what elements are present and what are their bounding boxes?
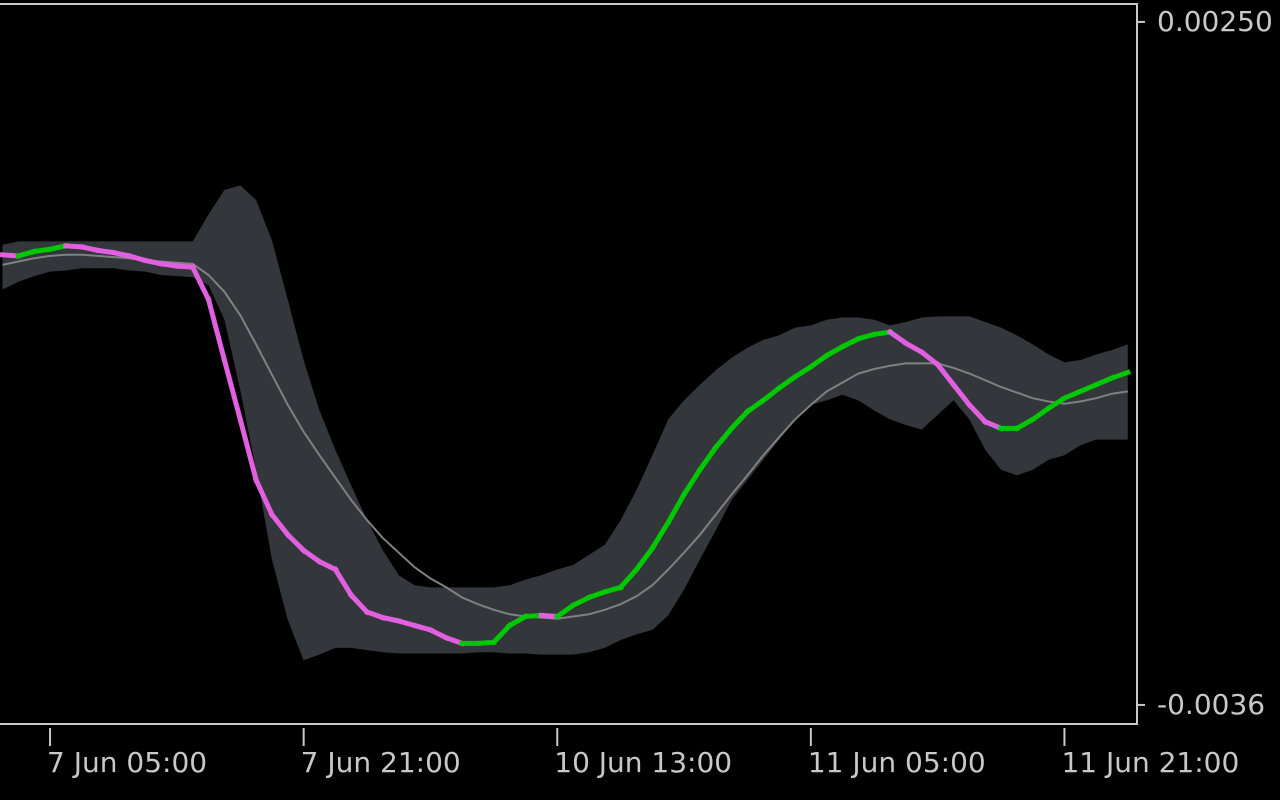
signal-segment [237,416,260,483]
signal-segment [839,335,862,350]
signal-segment [78,244,101,254]
x-tick-label: 10 Jun 13:00 [554,746,732,779]
signal-segment [569,594,593,609]
signal-segment [664,491,688,526]
signal-segment [522,612,545,620]
signal-segment [728,408,751,432]
signal-segment [743,396,767,416]
signal-segment [31,246,53,255]
signal-segment [110,249,133,259]
signal-segment [617,565,641,591]
signal-segment [284,531,308,554]
signal-segment [775,373,799,392]
x-tick-label: 11 Jun 21:00 [1061,746,1239,779]
signal-segment [379,614,402,624]
signal-segment [1029,404,1053,423]
signal-segment [1045,394,1068,412]
signal-segment [712,424,736,451]
signal-segment [696,443,720,474]
signal-segment [680,466,704,498]
signal-segment [648,519,672,552]
band-area [2,185,1128,661]
plot-frame [0,3,1138,725]
signal-segment [205,296,228,364]
signal-segment [363,608,387,621]
signal-segment [934,361,958,389]
y-tick-label: -0.0036 [1157,688,1265,721]
signal-segment [347,591,371,616]
signal-segment [553,601,577,620]
signal-segment [490,621,514,646]
signal-segment [791,363,815,381]
y-tick-label: 0.00250 [1157,5,1273,38]
signal-segment [759,384,783,404]
signal-segment [189,263,212,303]
signal-segment [15,248,38,260]
signal-segment [807,352,831,371]
signal-segment [126,252,149,264]
signal-segment [63,243,85,250]
signal-segment [965,401,989,426]
signal-segment [395,617,418,629]
signal-segment [443,634,466,647]
signal-segment [1108,369,1132,382]
signal-segment [268,511,292,539]
signal-segment [1061,388,1084,402]
plot-area [0,185,1132,661]
signal-segment [300,546,323,566]
signal-segment [585,588,608,601]
signal-segment [1092,374,1116,388]
signal-segment [331,566,355,599]
x-tick-label: 7 Jun 05:00 [47,746,207,779]
signal-segment [142,257,164,267]
signal-segment [411,622,434,634]
x-tick-label: 11 Jun 05:00 [808,746,986,779]
signal-segment [252,476,276,518]
signal-segment [886,328,910,347]
signal-segment [633,544,656,573]
signal-segment [855,331,878,342]
signal-segment [1077,381,1100,395]
signal-segment [94,247,117,256]
signal-segment [949,381,973,409]
signal-segment [47,242,69,253]
signal-segment [1013,416,1037,432]
signal-segment [918,348,942,369]
signal-segment [823,343,846,360]
signal-segment [221,357,244,423]
signal-segment [427,626,450,642]
signal-segment [981,418,1005,432]
signal-segment [902,339,926,356]
x-tick-label: 7 Jun 21:00 [301,746,461,779]
signal-segment [506,613,529,629]
signal-segment [158,260,180,269]
